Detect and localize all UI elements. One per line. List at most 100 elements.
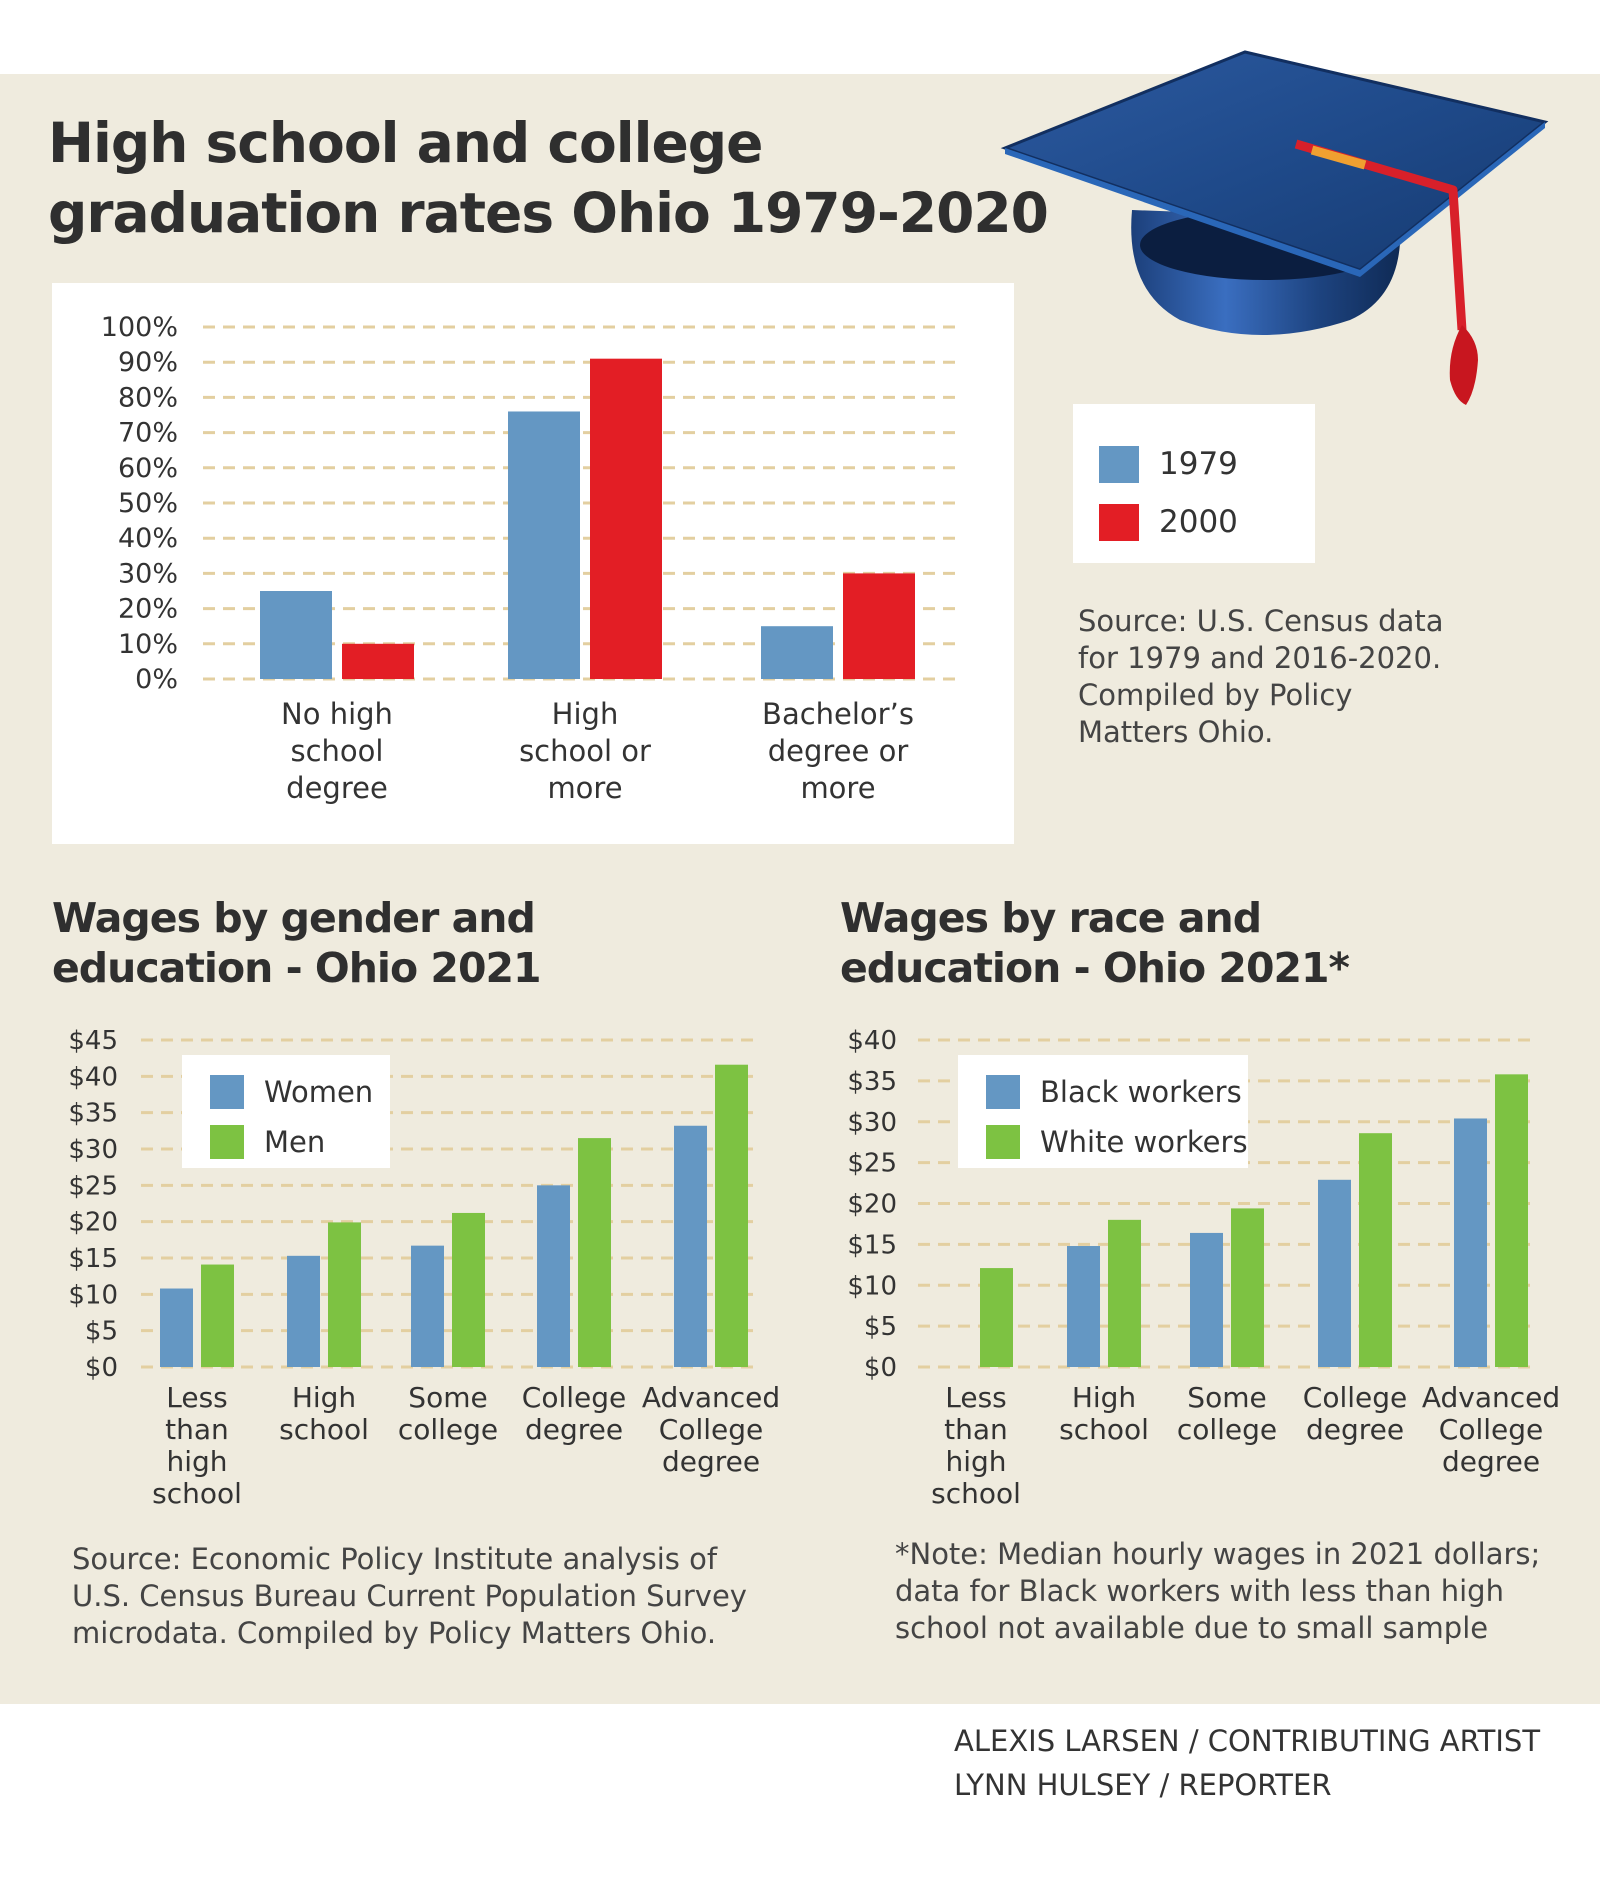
bar-white-workers (980, 1268, 1013, 1367)
y-tick-label: $10 (68, 1280, 118, 1310)
category-label-line: school (279, 1413, 369, 1446)
y-tick-label: $0 (864, 1353, 897, 1383)
y-tick-label: $45 (68, 1026, 118, 1056)
y-tick-label: $25 (68, 1171, 118, 1201)
source-line: microdata. Compiled by Policy Matters Oh… (72, 1616, 717, 1650)
y-tick-label: $10 (847, 1271, 897, 1301)
bar-women (537, 1185, 570, 1367)
bar-men (715, 1064, 748, 1367)
y-tick-label: 60% (118, 453, 178, 484)
category-label-line: Some (1187, 1381, 1266, 1414)
legend-label-1979: 1979 (1159, 446, 1238, 482)
legend-swatch-1979 (1099, 445, 1139, 483)
category-label: Some college (398, 1381, 498, 1446)
gender-legend: Women Men (182, 1055, 390, 1168)
y-tick-label: 80% (118, 382, 178, 413)
bar-white-workers (1108, 1219, 1141, 1367)
category-label: Bachelor’s degree or more (762, 697, 914, 805)
bar-2000 (342, 643, 414, 679)
y-tick-label: $40 (847, 1026, 897, 1056)
note-line: data for Black workers with less than hi… (895, 1574, 1504, 1608)
y-tick-label: $30 (68, 1135, 118, 1165)
bar-women (674, 1125, 707, 1367)
category-label-line: more (800, 771, 875, 805)
category-label: College degree (522, 1381, 626, 1446)
category-label-line: College (1439, 1413, 1543, 1446)
y-tick-label: $15 (847, 1230, 897, 1260)
category-label-line: school (291, 734, 384, 768)
category-label-line: College (659, 1413, 763, 1446)
y-tick-label: $0 (85, 1353, 118, 1383)
bar-1979 (761, 626, 833, 679)
category-label: Less than high school (931, 1381, 1021, 1510)
source-line: U.S. Census Bureau Current Population Su… (72, 1579, 747, 1613)
category-label-line: High (1072, 1381, 1136, 1414)
category-label-line: school or (519, 734, 651, 768)
category-label-line: Less (166, 1381, 228, 1414)
credit-artist: ALEXIS LARSEN / CONTRIBUTING ARTIST (954, 1724, 1541, 1758)
y-tick-label: 100% (101, 312, 178, 343)
note-line: *Note: Median hourly wages in 2021 dolla… (895, 1537, 1541, 1571)
bar-1979 (260, 591, 332, 679)
bar-black-workers (1190, 1232, 1223, 1367)
category-label-line: school (931, 1477, 1021, 1510)
credits: ALEXIS LARSEN / CONTRIBUTING ARTIST LYNN… (954, 1719, 1540, 1807)
legend-label-2000: 2000 (1159, 504, 1238, 540)
category-label-line: degree (286, 771, 388, 805)
category-label-line: school (1059, 1413, 1149, 1446)
bar-women (160, 1288, 193, 1367)
source-line: Source: Economic Policy Institute analys… (72, 1542, 718, 1576)
bar-white-workers (1231, 1208, 1264, 1367)
category-label-line: high (166, 1445, 227, 1478)
legend-label-black-workers: Black workers (1040, 1075, 1242, 1109)
y-tick-label: $35 (68, 1099, 118, 1129)
y-tick-label: 0% (135, 664, 178, 695)
source-line: Matters Ohio. (1078, 715, 1274, 749)
bar-2000 (590, 358, 662, 679)
legend-item-black-workers: Black workers (986, 1073, 1242, 1111)
race-note: *Note: Median hourly wages in 2021 dolla… (895, 1536, 1575, 1647)
legend-item-white-workers: White workers (986, 1123, 1248, 1161)
legend-swatch-women (210, 1075, 244, 1109)
y-tick-label: 50% (118, 488, 178, 519)
y-tick-label: $25 (847, 1149, 897, 1179)
category-label: High school (1059, 1381, 1149, 1446)
graduation-chart-title: High school and college graduation rates… (48, 111, 1049, 245)
y-tick-label: $20 (68, 1208, 118, 1238)
category-label-line: College (522, 1381, 626, 1414)
y-tick-label: 90% (118, 347, 178, 378)
category-label: High school or more (519, 697, 651, 805)
category-label-line: degree or (768, 734, 909, 768)
y-tick-label: 10% (118, 629, 178, 660)
credit-reporter: LYNN HULSEY / REPORTER (954, 1768, 1332, 1802)
legend-swatch-2000 (1099, 503, 1139, 541)
graduation-legend: 1979 2000 (1073, 404, 1315, 563)
y-tick-label: $5 (85, 1317, 118, 1347)
y-tick-label: 70% (118, 418, 178, 449)
legend-label-white-workers: White workers (1040, 1125, 1248, 1159)
category-label-line: High (292, 1381, 356, 1414)
gender-source: Source: Economic Policy Institute analys… (72, 1541, 792, 1652)
category-label: Less than high school (152, 1381, 242, 1510)
note-line: school not available due to small sample (895, 1611, 1489, 1645)
y-tick-label: $5 (864, 1312, 897, 1342)
bar-1979 (508, 411, 580, 679)
y-tick-label: $20 (847, 1190, 897, 1220)
category-label-line: Some (408, 1381, 487, 1414)
category-label-line: than (944, 1413, 1008, 1446)
gender-chart-title: Wages by gender and education - Ohio 202… (52, 894, 542, 992)
y-tick-label: $35 (847, 1067, 897, 1097)
category-label-line: No high (281, 697, 393, 731)
category-label-line: degree (662, 1445, 760, 1478)
category-label: No high school degree (281, 697, 393, 805)
y-tick-label: $40 (68, 1062, 118, 1092)
bar-men (452, 1212, 485, 1367)
bar-men (578, 1138, 611, 1367)
category-label-line: more (547, 771, 622, 805)
bar-white-workers (1495, 1074, 1528, 1367)
category-label-line: Less (945, 1381, 1007, 1414)
bar-women (287, 1255, 320, 1367)
bar-women (411, 1245, 444, 1367)
